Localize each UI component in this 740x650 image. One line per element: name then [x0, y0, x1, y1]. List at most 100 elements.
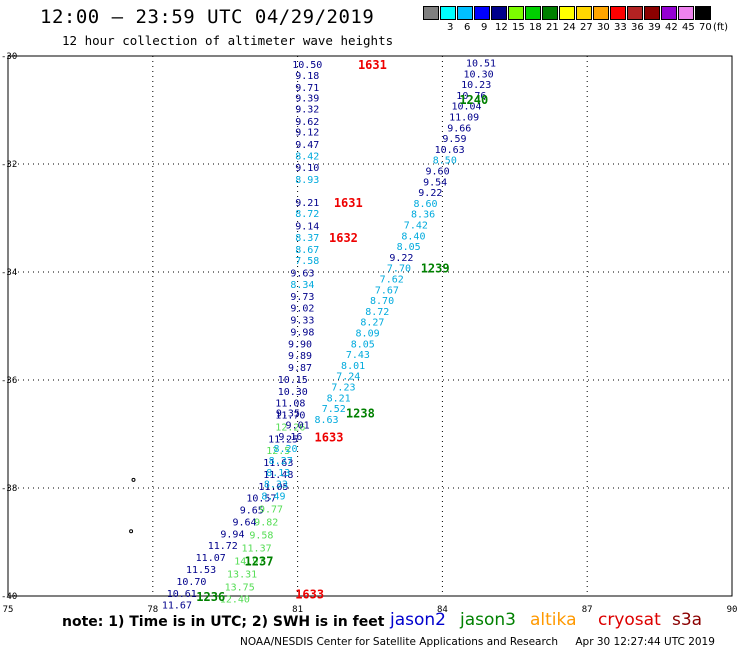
- pass-time-label: 1633: [315, 431, 344, 445]
- legend-swatch: [644, 6, 660, 20]
- wave-height-label: 8.42: [295, 151, 319, 162]
- wave-height-label: 10.15: [278, 375, 308, 386]
- wave-height-label: 9.62: [295, 117, 319, 128]
- wave-height-label: 8.72: [365, 307, 389, 318]
- legend-label: 36: [631, 22, 644, 33]
- satellite-jason2: jason2: [390, 610, 446, 630]
- y-tick-label: -30: [1, 52, 17, 62]
- satellite-altika: altika: [530, 610, 577, 630]
- legend-swatch: [627, 6, 643, 20]
- wave-height-label: 9.90: [288, 339, 312, 350]
- legend-label: 33: [614, 22, 627, 33]
- wave-height-label: 9.63: [290, 269, 314, 280]
- wave-height-label: 9.66: [447, 123, 471, 134]
- wave-height-label: 10.23: [461, 80, 491, 91]
- wave-height-label: 11.09: [449, 112, 479, 123]
- legend-swatch: [525, 6, 541, 20]
- wave-height-label: 8.27: [269, 456, 293, 467]
- wave-height-label: 9.94: [220, 529, 244, 540]
- wave-height-label: 10.50: [292, 60, 322, 71]
- legend-swatch: [542, 6, 558, 20]
- wave-height-label: 9.02: [290, 304, 314, 315]
- wave-height-label: 7.23: [331, 382, 355, 393]
- wave-height-label: 14.97: [234, 556, 264, 567]
- chart-title: 12:00 – 23:59 UTC 04/29/2019: [40, 6, 375, 28]
- x-tick-label: 87: [582, 605, 593, 615]
- legend-swatch: [474, 6, 490, 20]
- wave-height-label: 9.22: [389, 253, 413, 264]
- wave-height-label: 9.98: [290, 327, 314, 338]
- x-tick-label: 84: [437, 605, 448, 615]
- chart-subtitle: 12 hour collection of altimeter wave hei…: [62, 33, 394, 48]
- y-tick-label: -36: [1, 376, 17, 386]
- wave-height-label: 9.65: [240, 506, 264, 517]
- wave-height-label: 7.52: [322, 404, 346, 415]
- island-marker: [129, 529, 134, 534]
- wave-height-label: 9.82: [254, 517, 278, 528]
- legend-label: 3: [447, 22, 454, 33]
- x-tick-label: 81: [292, 605, 303, 615]
- wave-height-label: 10.63: [435, 145, 465, 156]
- y-tick-label: -32: [1, 160, 17, 170]
- wave-height-label: 9.18: [295, 71, 319, 82]
- legend-label: 9: [481, 22, 488, 33]
- wave-height-label: 11.67: [162, 601, 192, 612]
- wave-height-label: 7.70: [387, 264, 411, 275]
- wave-height-label: 9.47: [295, 140, 319, 151]
- wave-height-label: 9.54: [423, 177, 447, 188]
- legend-label: 45: [682, 22, 695, 33]
- legend-unit: (ft): [713, 22, 729, 33]
- y-tick-label: -34: [1, 268, 17, 278]
- legend-label: 27: [580, 22, 593, 33]
- legend-swatch: [423, 6, 439, 20]
- wave-height-label: 8.20: [273, 444, 297, 455]
- wave-height-label: 10.70: [176, 577, 206, 588]
- wave-height-label: 9.58: [249, 530, 273, 541]
- wave-height-label: 11.37: [242, 543, 272, 554]
- legend-swatch: [457, 6, 473, 20]
- wave-height-label: 9.39: [295, 94, 319, 105]
- legend-label: 6: [464, 22, 471, 33]
- satellite-cryosat: cryosat: [598, 610, 661, 630]
- wave-height-label: 10.61: [167, 589, 197, 600]
- wave-height-label: 9.87: [288, 363, 312, 374]
- wave-height-label: 8.09: [356, 328, 380, 339]
- wave-height-label: 10.30: [278, 387, 308, 398]
- wave-height-label: 11.63: [263, 458, 293, 469]
- wave-height-label: 8.13: [266, 468, 290, 479]
- footer-credit: NOAA/NESDIS Center for Satellite Applica…: [240, 636, 729, 648]
- legend-swatch: [576, 6, 592, 20]
- wave-height-label: 11.07: [196, 553, 226, 564]
- wave-height-label: 9.35: [276, 408, 300, 419]
- wave-height-label: 8.01: [341, 361, 365, 372]
- wave-height-label: 11.72: [208, 541, 238, 552]
- y-tick-label: -38: [1, 484, 17, 494]
- wave-height-label: 9.22: [418, 188, 442, 199]
- wave-height-label: 9.33: [290, 316, 314, 327]
- legend-swatch: [610, 6, 626, 20]
- wave-height-label: 8.50: [433, 156, 457, 167]
- legend-swatch: [661, 6, 677, 20]
- legend-label: 12: [495, 22, 508, 33]
- x-tick-label: 90: [727, 605, 738, 615]
- wave-height-label: 9.89: [288, 351, 312, 362]
- wave-height-label: 10.51: [466, 58, 496, 69]
- legend-swatch: [559, 6, 575, 20]
- legend-label: 39: [648, 22, 661, 33]
- credit-timestamp: Apr 30 12:27:44 UTC 2019: [575, 636, 715, 648]
- wave-height-label: 11.05: [258, 482, 288, 493]
- pass-time-label: 1631: [334, 196, 363, 210]
- legend-label: 18: [529, 22, 542, 33]
- wave-height-label: 8.49: [261, 492, 285, 503]
- wave-height-label: 9.16: [278, 432, 302, 443]
- pass-time-label: 1238: [346, 406, 375, 420]
- legend-swatch: [440, 6, 456, 20]
- wave-height-label: 8.33: [264, 480, 288, 491]
- wave-height-label: 8.36: [411, 210, 435, 221]
- wave-height-label: 10.57: [246, 494, 276, 505]
- wave-height-label: 9.01: [286, 420, 310, 431]
- legend-swatch: [508, 6, 524, 20]
- legend-label: 15: [512, 22, 525, 33]
- wave-height-label: 8.70: [370, 296, 394, 307]
